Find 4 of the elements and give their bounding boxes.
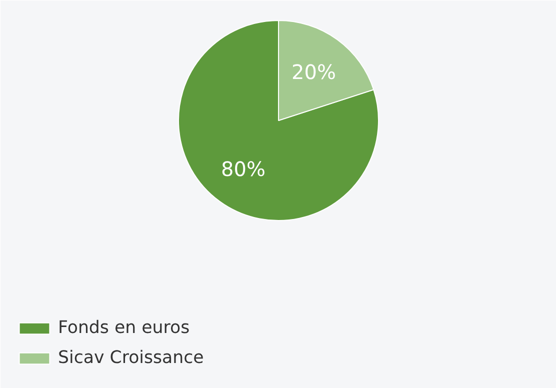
legend-label: Sicav Croissance	[58, 348, 204, 368]
data-label: 20%	[292, 60, 336, 84]
legend-label: Fonds en euros	[58, 318, 190, 338]
data-label: 80%	[221, 157, 266, 182]
